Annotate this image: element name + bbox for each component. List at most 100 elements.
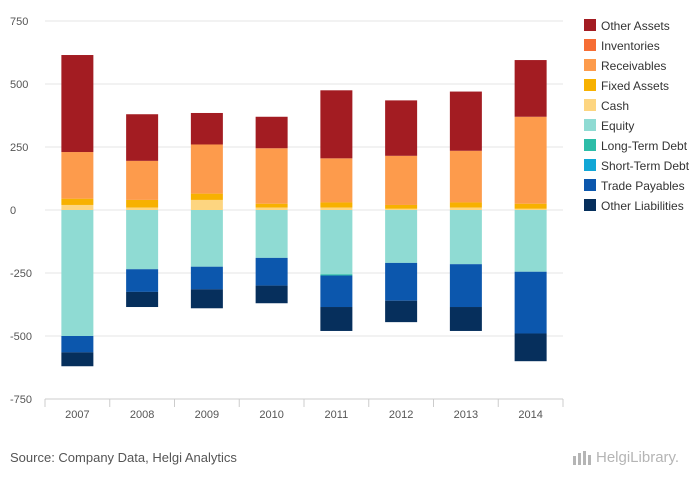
legend-swatch (584, 179, 596, 191)
x-tick-label: 2013 (454, 409, 478, 421)
bar-segment[interactable] (190, 193, 223, 200)
bar-segment[interactable] (385, 208, 418, 210)
legend-swatch (584, 99, 596, 111)
bar-segment[interactable] (255, 257, 288, 286)
bar-segment[interactable] (255, 116, 288, 149)
bar-segment[interactable] (255, 148, 288, 204)
bar-segment[interactable] (255, 210, 288, 258)
legend-swatch (584, 59, 596, 71)
bar-segment[interactable] (514, 210, 547, 272)
bar-segment[interactable] (61, 210, 94, 336)
bar-segment[interactable] (126, 291, 159, 308)
bar-segment[interactable] (514, 208, 547, 210)
bar-segment[interactable] (514, 116, 547, 204)
bar-segment[interactable] (255, 203, 288, 208)
legend-swatch (584, 39, 596, 51)
legend-label[interactable]: Other Liabilities (601, 199, 684, 213)
x-tick-label: 2010 (259, 409, 283, 421)
bar-segment[interactable] (449, 307, 482, 331)
x-tick-label: 2011 (325, 409, 349, 421)
bar-segment[interactable] (449, 202, 482, 208)
x-tick-label: 2009 (195, 409, 219, 421)
bar-segment[interactable] (255, 207, 288, 210)
bar-segment[interactable] (126, 269, 159, 292)
axes: -750 -500 -250 0 250 500 750 2007 2008 2009 2010 20… (10, 16, 564, 421)
bar-segment[interactable] (61, 204, 94, 210)
bar-segment[interactable] (320, 158, 353, 203)
bar-segment[interactable] (190, 210, 223, 267)
legend-swatch (584, 79, 596, 91)
bar-segment[interactable] (449, 91, 482, 151)
bar-segment[interactable] (385, 204, 418, 209)
bar-segment[interactable] (126, 160, 159, 200)
legend-swatch (584, 19, 596, 31)
legend-label[interactable]: Cash (601, 99, 629, 113)
legend[interactable]: Other Assets Inventories Receivables Fixed … (584, 19, 690, 213)
bar-segment[interactable] (449, 264, 482, 308)
legend-label[interactable]: Long-Term Debt (601, 139, 688, 153)
bar-segment[interactable] (190, 144, 223, 194)
bar-segment[interactable] (190, 289, 223, 309)
legend-label[interactable]: Short-Term Debt (601, 159, 690, 173)
bar-segment[interactable] (61, 198, 94, 205)
y-tick-label: -750 (10, 394, 32, 406)
bar-segment[interactable] (190, 199, 223, 210)
bar-segment[interactable] (61, 152, 94, 199)
bar-segment[interactable] (514, 271, 547, 334)
legend-label[interactable]: Receivables (601, 59, 666, 73)
legend-swatch (584, 119, 596, 131)
source-note: Source: Company Data, Helgi Analytics (10, 450, 237, 465)
grid-lines (45, 20, 563, 337)
legend-label[interactable]: Trade Payables (601, 179, 685, 193)
legend-label[interactable]: Fixed Assets (601, 79, 669, 93)
bar-segment[interactable] (126, 199, 159, 208)
bar-segment[interactable] (320, 90, 353, 159)
y-tick-label: 0 (10, 205, 16, 217)
bar-segment[interactable] (449, 150, 482, 203)
bar-segment[interactable] (320, 307, 353, 331)
bar-segment[interactable] (61, 352, 94, 367)
bar-segment[interactable] (320, 210, 353, 275)
brand-building-icon (573, 450, 591, 465)
legend-swatch (584, 199, 596, 211)
legend-label[interactable]: Inventories (601, 39, 660, 53)
bar-segment[interactable] (385, 155, 418, 205)
legend-label[interactable]: Equity (601, 119, 634, 133)
bar-segment[interactable] (320, 207, 353, 210)
bar-segment[interactable] (320, 202, 353, 208)
bar-segment[interactable] (449, 207, 482, 210)
bar-segment[interactable] (385, 210, 418, 263)
x-tick-label: 2012 (389, 409, 413, 421)
y-tick-label: -250 (10, 268, 32, 280)
bar-segment[interactable] (126, 207, 159, 210)
bar-segment[interactable] (514, 203, 547, 209)
bar-segment[interactable] (385, 100, 418, 156)
x-tick-label: 2008 (130, 409, 154, 421)
bar-segment[interactable] (61, 55, 94, 153)
bar-segment[interactable] (320, 274, 353, 276)
legend-swatch (584, 139, 596, 151)
bar-segment[interactable] (385, 300, 418, 323)
bar-segment[interactable] (514, 60, 547, 117)
legend-label[interactable]: Other Assets (601, 19, 670, 33)
bar-segment[interactable] (514, 333, 547, 362)
bar-segment[interactable] (190, 266, 223, 290)
y-tick-label: 250 (10, 142, 28, 154)
brand-logo: HelgiLibrary. (572, 449, 679, 466)
x-tick-label: 2014 (518, 409, 542, 421)
brand-name: HelgiLibrary. (596, 449, 680, 466)
bar-segment[interactable] (126, 210, 159, 270)
bars (61, 55, 547, 367)
y-tick-label: -500 (10, 331, 32, 343)
bar-segment[interactable] (449, 210, 482, 265)
bar-segment[interactable] (255, 285, 288, 304)
bar-segment[interactable] (61, 336, 94, 353)
y-tick-label: 500 (10, 79, 28, 91)
bar-segment[interactable] (126, 114, 159, 161)
bar-segment[interactable] (385, 262, 418, 301)
x-tick-label: 2007 (65, 409, 89, 421)
bar-segment[interactable] (190, 112, 223, 145)
y-tick-label: 750 (10, 16, 28, 28)
bar-segment[interactable] (320, 275, 353, 308)
